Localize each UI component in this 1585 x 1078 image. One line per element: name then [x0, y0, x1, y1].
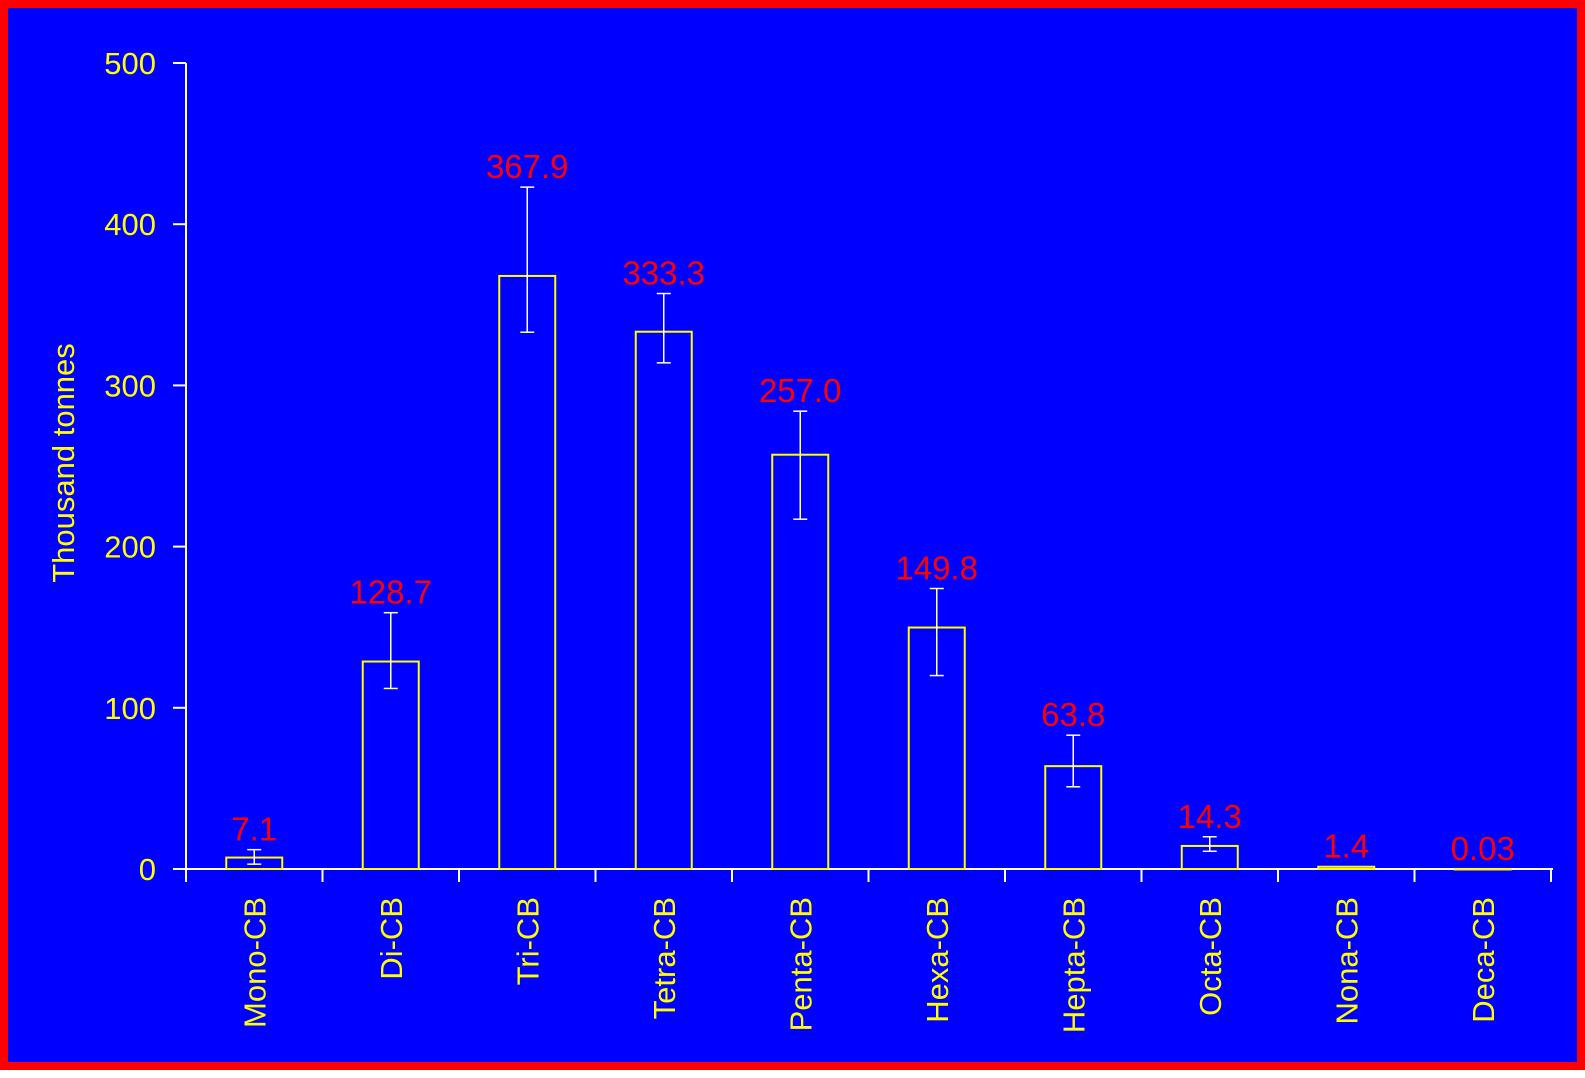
category-label: Penta-CB [783, 897, 818, 1031]
category-label: Hepta-CB [1056, 897, 1091, 1033]
data-label: 149.8 [895, 550, 978, 587]
category-label: Octa-CB [1193, 897, 1228, 1016]
data-label: 14.3 [1178, 798, 1242, 835]
bar [1453, 867, 1512, 871]
category-label: Hexa-CB [920, 897, 955, 1023]
data-label: 63.8 [1041, 696, 1105, 733]
y-axis-title: Thousand tonnes [46, 343, 81, 583]
category-label: Nona-CB [1329, 897, 1364, 1025]
data-label: 367.9 [486, 148, 569, 185]
data-label: 257.0 [759, 372, 842, 409]
category-label: Tetra-CB [647, 897, 682, 1019]
data-label: 1.4 [1323, 827, 1369, 864]
category-label: Deca-CB [1466, 897, 1501, 1023]
data-label: 128.7 [349, 574, 432, 611]
bar-chart: Thousand tonnes 0 100 200 300 400 500 7.1 Mono-… [46, 46, 1553, 1033]
data-label: 0.03 [1451, 830, 1515, 867]
y-tick-label: 400 [104, 207, 156, 242]
bar [361, 660, 420, 870]
y-tick-label: 500 [104, 46, 156, 81]
bar [498, 274, 557, 870]
y-tick-label: 300 [104, 368, 156, 403]
category-label: Mono-CB [237, 897, 272, 1028]
data-label: 7.1 [231, 811, 277, 848]
bar [1317, 865, 1376, 871]
bar [634, 330, 693, 870]
y-tick-label: 0 [139, 852, 156, 887]
category-label: Di-CB [374, 897, 409, 980]
category-label: Tri-CB [510, 897, 545, 985]
data-label: 333.3 [622, 255, 705, 292]
y-tick-label: 200 [104, 530, 156, 565]
y-tick-label: 100 [104, 691, 156, 726]
